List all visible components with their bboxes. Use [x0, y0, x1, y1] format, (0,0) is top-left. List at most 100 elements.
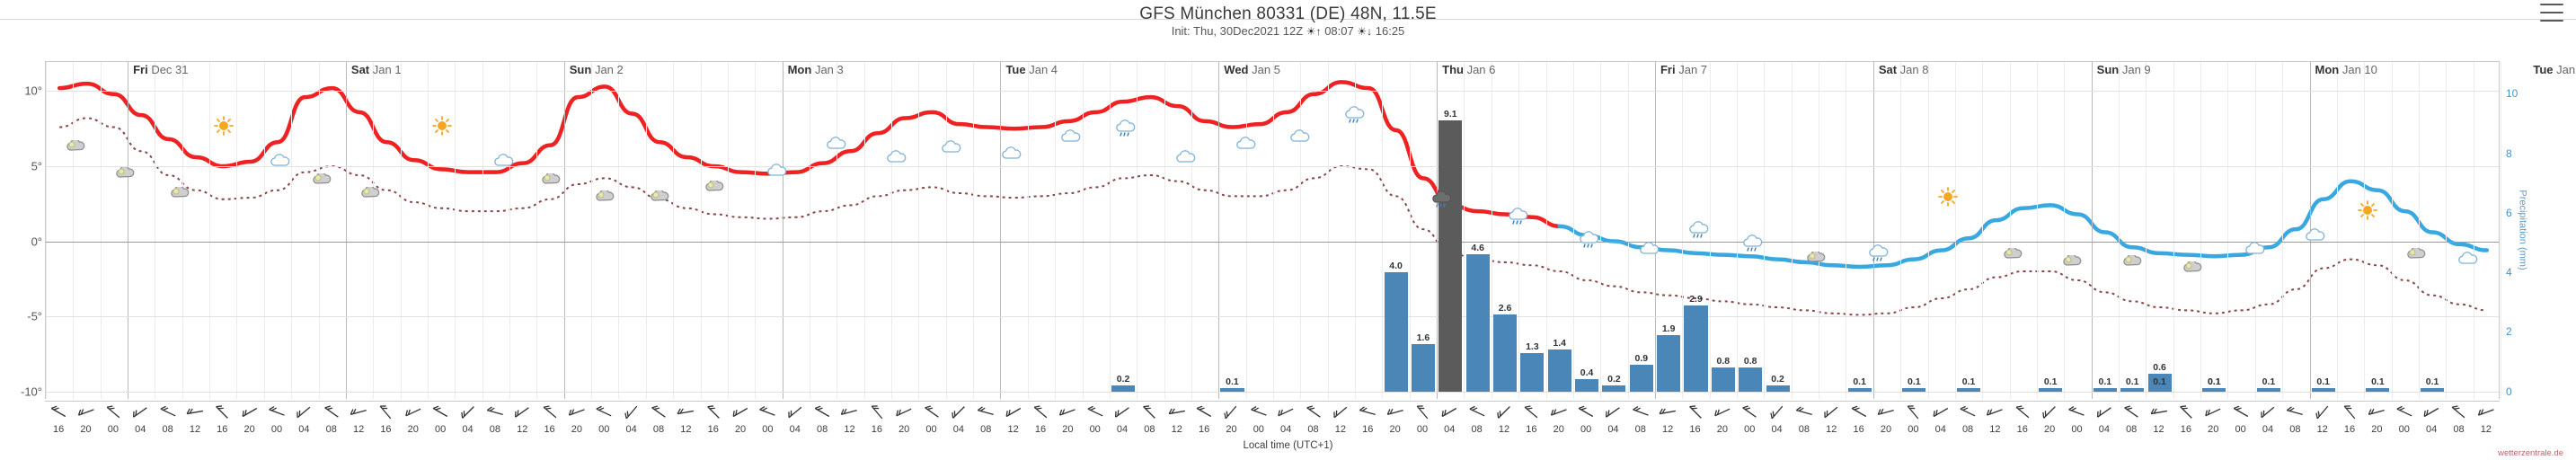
precipitation-bar: [1739, 367, 1763, 392]
time-tick-label: 04: [298, 424, 310, 435]
wind-barb: [1304, 405, 1323, 420]
wind-barb: [1849, 405, 1869, 420]
wind-barb: [2367, 405, 2386, 420]
grid-line: [1055, 61, 1057, 399]
horizontal-grid-line: [46, 165, 2499, 167]
hamburger-menu-icon[interactable]: [2540, 4, 2563, 22]
wind-barb: [1603, 405, 1623, 420]
time-tick-label: 00: [1253, 424, 1264, 435]
wind-barb: [512, 405, 532, 420]
time-tick-label: 16: [2180, 424, 2192, 435]
time-tick-label: 12: [680, 424, 692, 435]
grid-line: [2173, 61, 2174, 399]
time-tick-label: 04: [2098, 424, 2110, 435]
wind-barb: [1031, 405, 1050, 420]
horizontal-grid-line: [46, 391, 2499, 393]
sunrise-time: 08:07: [1324, 24, 1354, 38]
weather-cloud-icon: [2304, 227, 2327, 246]
wind-barb: [349, 405, 368, 420]
day-label: Fri Dec 31: [128, 63, 188, 76]
grid-line: [2446, 61, 2448, 399]
wind-barb: [1794, 405, 1814, 420]
grid-line: [891, 61, 893, 399]
grid-line: [1082, 61, 1084, 399]
y-axis-tick-left: 10°: [24, 84, 42, 98]
time-tick-label: 20: [1062, 424, 1074, 435]
time-tick-label: 08: [2289, 424, 2301, 435]
day-date: Jan 5: [1252, 63, 1280, 76]
day-date: Jan 3: [814, 63, 844, 76]
precipitation-bar-label: 0.2: [1771, 374, 1784, 385]
precipitation-bar: [1438, 120, 1463, 392]
wind-barb-row: [45, 401, 2500, 424]
precipitation-bar-label: 0.1: [2153, 376, 2166, 388]
precipitation-bar-label: 0.1: [2207, 376, 2221, 388]
day-divider: [563, 61, 565, 399]
time-tick-label: 08: [1144, 424, 1155, 435]
time-tick-label: 08: [1634, 424, 1646, 435]
grid-line: [618, 61, 620, 399]
weather-moon-icon: [596, 190, 619, 208]
time-tick-label: 00: [1580, 424, 1592, 435]
time-tick-label: 16: [2343, 424, 2356, 435]
weather-cloud-icon: [492, 153, 516, 172]
grid-line: [73, 61, 75, 399]
precipitation-bar-label: 2.9: [1689, 293, 1703, 305]
day-date: Jan 6: [1466, 63, 1496, 76]
grid-line: [1355, 61, 1357, 399]
wind-barb: [158, 405, 178, 420]
time-tick-label: 08: [1961, 424, 1974, 435]
precipitation-bar: [2120, 388, 2145, 392]
wind-barb: [1331, 405, 1350, 420]
time-tick-label: 12: [2316, 424, 2328, 435]
precipitation-bar-label: 0.8: [1716, 356, 1731, 367]
precipitation-bar-label: 0.1: [2043, 376, 2058, 388]
wind-barb: [1085, 405, 1105, 420]
y-axis-tick-right: 6: [2506, 206, 2512, 219]
time-tick-label: 00: [107, 424, 119, 435]
precipitation-bar-label: 0.1: [2316, 376, 2330, 388]
weather-sun-icon: [1937, 187, 1961, 208]
wind-barb: [2149, 405, 2169, 420]
y-axis-tick-right: 8: [2506, 146, 2512, 160]
wind-barb: [1139, 405, 1159, 420]
time-tick-label: 16: [53, 424, 65, 435]
weather-moon-icon: [2003, 248, 2027, 266]
time-tick-label: 16: [707, 424, 719, 435]
time-tick-label: 04: [135, 424, 146, 435]
wind-barb: [49, 405, 68, 420]
wind-barb: [2094, 405, 2114, 420]
wind-barb: [649, 405, 668, 420]
wind-barb: [212, 405, 232, 420]
chart-area: Precipitation (mm) 10° 5° 0° -5° -10° 10 8 6 4 2 0…: [18, 61, 2576, 399]
precipitation-bar: [2366, 388, 2390, 392]
wind-barb: [867, 405, 887, 420]
wind-barb: [1631, 405, 1651, 420]
grid-line: [2336, 61, 2338, 399]
time-tick-label: 20: [1553, 424, 1564, 435]
grid-line: [291, 61, 293, 399]
sunrise-icon: ☀↑: [1306, 25, 1322, 38]
hamburger-line: [2540, 4, 2563, 5]
grid-line: [1464, 61, 1465, 399]
time-tick-label: 04: [1607, 424, 1619, 435]
time-tick-label: 08: [489, 424, 500, 435]
precipitation-bar-label: 0.1: [2425, 376, 2439, 388]
wind-barb: [240, 405, 260, 420]
wind-barb: [1385, 405, 1405, 420]
day-divider: [2309, 61, 2311, 399]
watermark: wetterzentrale.de: [2498, 448, 2563, 458]
time-tick-label: 04: [1771, 424, 1783, 435]
time-tick-label: 12: [517, 424, 528, 435]
grid-line: [1600, 61, 1602, 399]
time-tick-label: 00: [762, 424, 774, 435]
grid-line: [945, 61, 947, 399]
wind-barb: [1876, 405, 1896, 420]
day-label: Sun Jan 9: [2092, 63, 2151, 76]
time-tick-label: 00: [270, 424, 283, 435]
precipitation-bar-label: 0.2: [1116, 374, 1130, 385]
grid-line: [1300, 61, 1302, 399]
weather-moon-icon: [2183, 261, 2207, 279]
wind-barb: [2340, 405, 2359, 420]
grid-line: [1327, 61, 1329, 399]
